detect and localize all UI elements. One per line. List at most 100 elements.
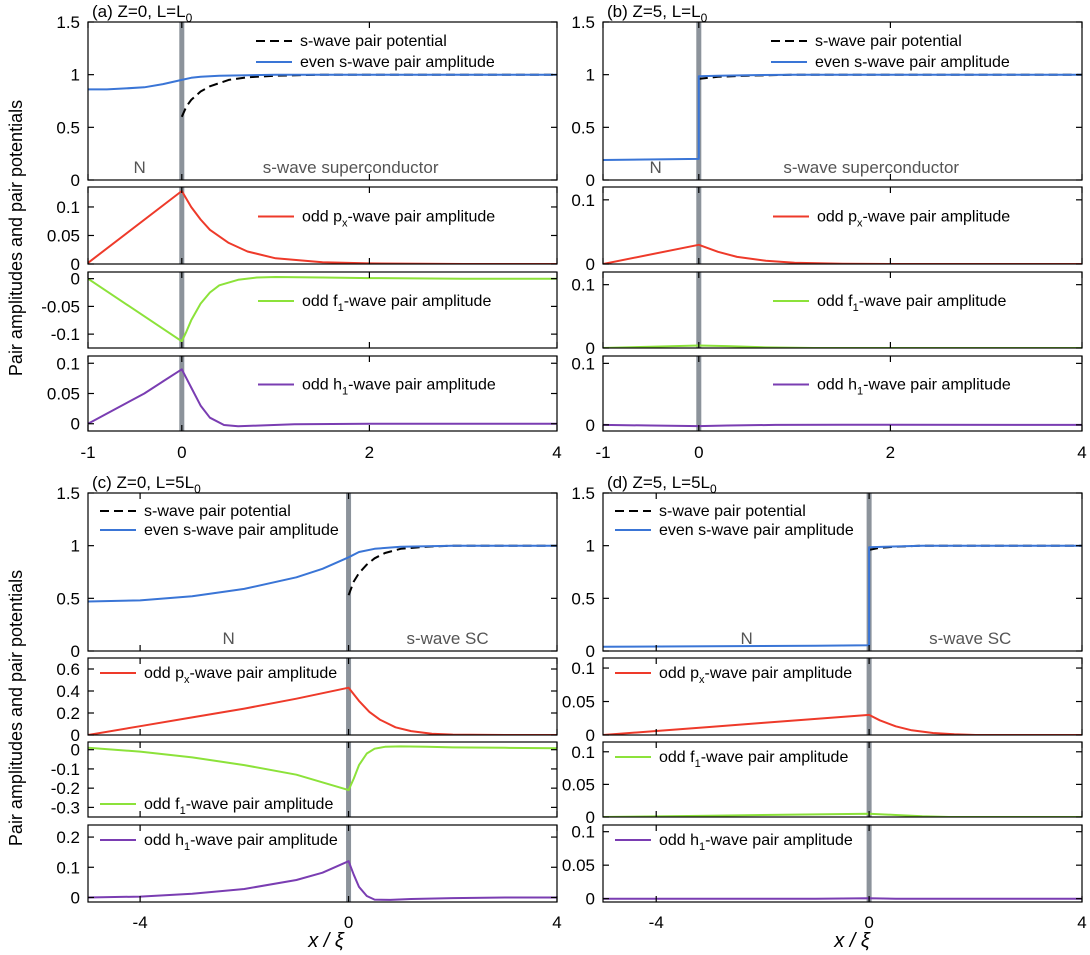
legend-label-text: odd h	[144, 832, 184, 849]
y-tick-label: 0	[71, 270, 80, 289]
chart-title-sub: 0	[710, 482, 717, 496]
y-tick-label: 0.5	[56, 118, 80, 137]
y-tick-label: 0.1	[56, 198, 80, 217]
legend-label-text: -wave pair amplitude	[863, 209, 1011, 226]
legend-label-text: odd p	[302, 209, 342, 226]
legend-label-sub: 1	[699, 841, 705, 853]
legend-label: odd h1-wave pair amplitude	[659, 832, 853, 853]
y-tick-label: 0	[71, 642, 80, 661]
chart-d-panel-2: 0 0.05 0.1 odd px-wave pair amplitude	[562, 657, 1083, 745]
legend-label-text: -wave pair amplitude	[186, 796, 334, 813]
region-label: s-wave SC	[406, 629, 488, 648]
y-tick-label: 0	[586, 642, 595, 661]
y-tick-label: 0.5	[571, 589, 595, 608]
legend-label: even s-wave pair amplitude	[300, 54, 495, 71]
chart-d-panel-1: 0 0.5 1 1.5 s-wave pair potential even s-wave…	[571, 484, 1083, 661]
chart-title-main: (a) Z=0, L=L	[92, 2, 186, 21]
y-tick-label: 0	[71, 726, 80, 745]
legend-label-sub: 1	[180, 805, 186, 817]
x-tick-label: -1	[595, 443, 610, 462]
series-line-pair-potential	[347, 544, 557, 596]
panel-frame	[602, 186, 1083, 265]
y-tick-label: 0.1	[56, 858, 80, 877]
y-tick-label: -0.1	[51, 325, 80, 344]
legend-label: even s-wave pair amplitude	[659, 522, 854, 539]
x-tick-label: 4	[1077, 913, 1086, 932]
legend-label-sub: 1	[338, 302, 344, 314]
x-tick-label: -4	[133, 913, 148, 932]
chart-title-sub: 0	[186, 11, 193, 25]
y-tick-label: 0.1	[571, 354, 595, 373]
chart-title: (d) Z=5, L=5L0	[607, 473, 717, 496]
y-tick-label: 1	[586, 537, 595, 556]
series-line-odd-f1	[603, 812, 1082, 817]
legend-label-sub: 1	[342, 386, 348, 398]
series-line-odd-f1	[88, 745, 557, 792]
panel-frame	[87, 355, 558, 432]
y-tick-label: 1	[71, 537, 80, 556]
legend-label-text: -wave pair amplitude	[701, 749, 849, 766]
y-tick-label: 0.1	[571, 823, 595, 842]
legend-label: s-wave pair potential	[144, 503, 291, 520]
y-tick-label: 1.5	[56, 484, 80, 503]
legend-label-text: odd f	[659, 749, 695, 766]
legend-label: s-wave pair potential	[815, 33, 962, 50]
y-tick-label: 0	[71, 888, 80, 907]
chart-title-main: (b) Z=5, L=L	[607, 2, 701, 21]
legend-label: s-wave pair potential	[659, 503, 806, 520]
y-tick-label: 0.1	[571, 659, 595, 678]
y-tick-label: 0	[71, 255, 80, 274]
legend-label: s-wave pair potential	[300, 33, 447, 50]
panel-frame	[602, 492, 1083, 652]
chart-d-panel-3: 0 0.05 0.1 odd f1-wave pair amplitude	[562, 741, 1083, 827]
y-tick-label: -0.05	[41, 297, 80, 316]
legend-label-text: odd f	[302, 293, 338, 310]
legend-label-sub: x	[857, 218, 863, 230]
legend-label: odd px-wave pair amplitude	[659, 665, 852, 686]
x-tick-label: 4	[1077, 443, 1086, 462]
chart-c-panel-3: 0-0.1-0.2-0.3 odd f1-wave pair amplitude	[51, 741, 558, 818]
region-label: s-wave superconductor	[263, 158, 439, 177]
legend-label-text: s-wave pair potential	[815, 33, 962, 50]
x-tick-label: 2	[886, 443, 895, 462]
legend-label: odd f1-wave pair amplitude	[817, 293, 1006, 314]
series-line-odd-px	[603, 713, 1082, 735]
chart-b: (b) Z=5, L=L 0 0 0.5 1 1.5 s-wave pair potenti…	[571, 2, 1086, 462]
y-tick-label: 0	[586, 416, 595, 435]
legend-label-text: odd h	[659, 832, 699, 849]
y-tick-label: 0.2	[56, 828, 80, 847]
y-tick-label: 0.5	[571, 118, 595, 137]
chart-title: (c) Z=0, L=5L0	[92, 473, 201, 496]
legend-label-sub: 1	[857, 386, 863, 398]
chart-d-panel-4: 0 0.05 0.1 odd h1-wave pair amplitude -4 0 4	[562, 823, 1087, 932]
legend-label-sub: x	[342, 218, 348, 230]
y-tick-label: -0.1	[51, 760, 80, 779]
y-tick-label: 0	[71, 741, 80, 760]
panel-frame	[87, 271, 558, 349]
region-label: N	[650, 158, 662, 177]
y-tick-label: 0.1	[56, 354, 80, 373]
panel-frame	[87, 824, 558, 903]
y-tick-label: 1.5	[571, 13, 595, 32]
y-tick-label: 0	[586, 808, 595, 827]
x-tick-label: -1	[80, 443, 95, 462]
legend-label-text: odd p	[659, 665, 699, 682]
y-axis-label-bottom: Pair amplitudes and pair potentials	[6, 570, 26, 846]
y-tick-label: 0	[586, 255, 595, 274]
panel-frame	[87, 657, 558, 736]
series-line-even-s	[88, 73, 557, 91]
y-tick-label: 0.05	[562, 775, 595, 794]
legend-label: odd h1-wave pair amplitude	[302, 377, 496, 398]
x-axis-label-left: x / ξ	[307, 930, 345, 952]
x-tick-label: 2	[365, 443, 374, 462]
region-label: N	[133, 158, 145, 177]
x-tick-label: 0	[694, 443, 703, 462]
legend-label-text: -wave pair amplitude	[863, 377, 1011, 394]
series-line-pair-potential	[180, 73, 557, 118]
panel-frame	[87, 492, 558, 652]
y-tick-label: 0.05	[562, 856, 595, 875]
